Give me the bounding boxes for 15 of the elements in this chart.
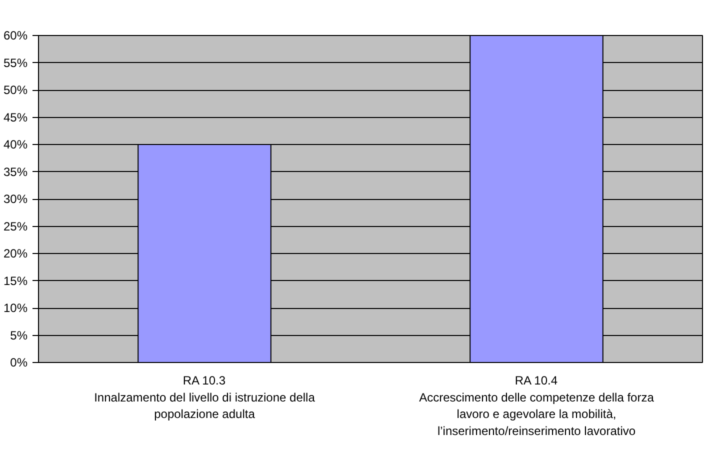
y-tick-label: 20%	[3, 246, 28, 260]
y-tick-label: 10%	[3, 301, 28, 315]
y-tick-label: 25%	[3, 219, 28, 234]
y-tick-label: 40%	[3, 138, 28, 152]
y-tick-label: 60%	[3, 28, 28, 42]
y-tick-label: 0%	[10, 356, 28, 370]
y-tick-label: 55%	[3, 56, 28, 70]
y-tick-label: 50%	[3, 83, 28, 97]
x-tick-label: RA 10.4 Accrescimento delle competenze della forza lavoro e agevolare la mobilità, l’inserimento/reinserimento lavorativo	[419, 374, 654, 438]
y-tick-label: 45%	[3, 110, 28, 124]
y-tick-label: 5%	[10, 328, 28, 342]
y-tick-label: 15%	[3, 274, 28, 288]
y-tick-label: 35%	[3, 164, 28, 179]
y-tick-label: 30%	[3, 192, 28, 206]
x-tick-label: RA 10.3 Innalzamento del livello di istruzione della popolazione adulta	[94, 374, 316, 422]
